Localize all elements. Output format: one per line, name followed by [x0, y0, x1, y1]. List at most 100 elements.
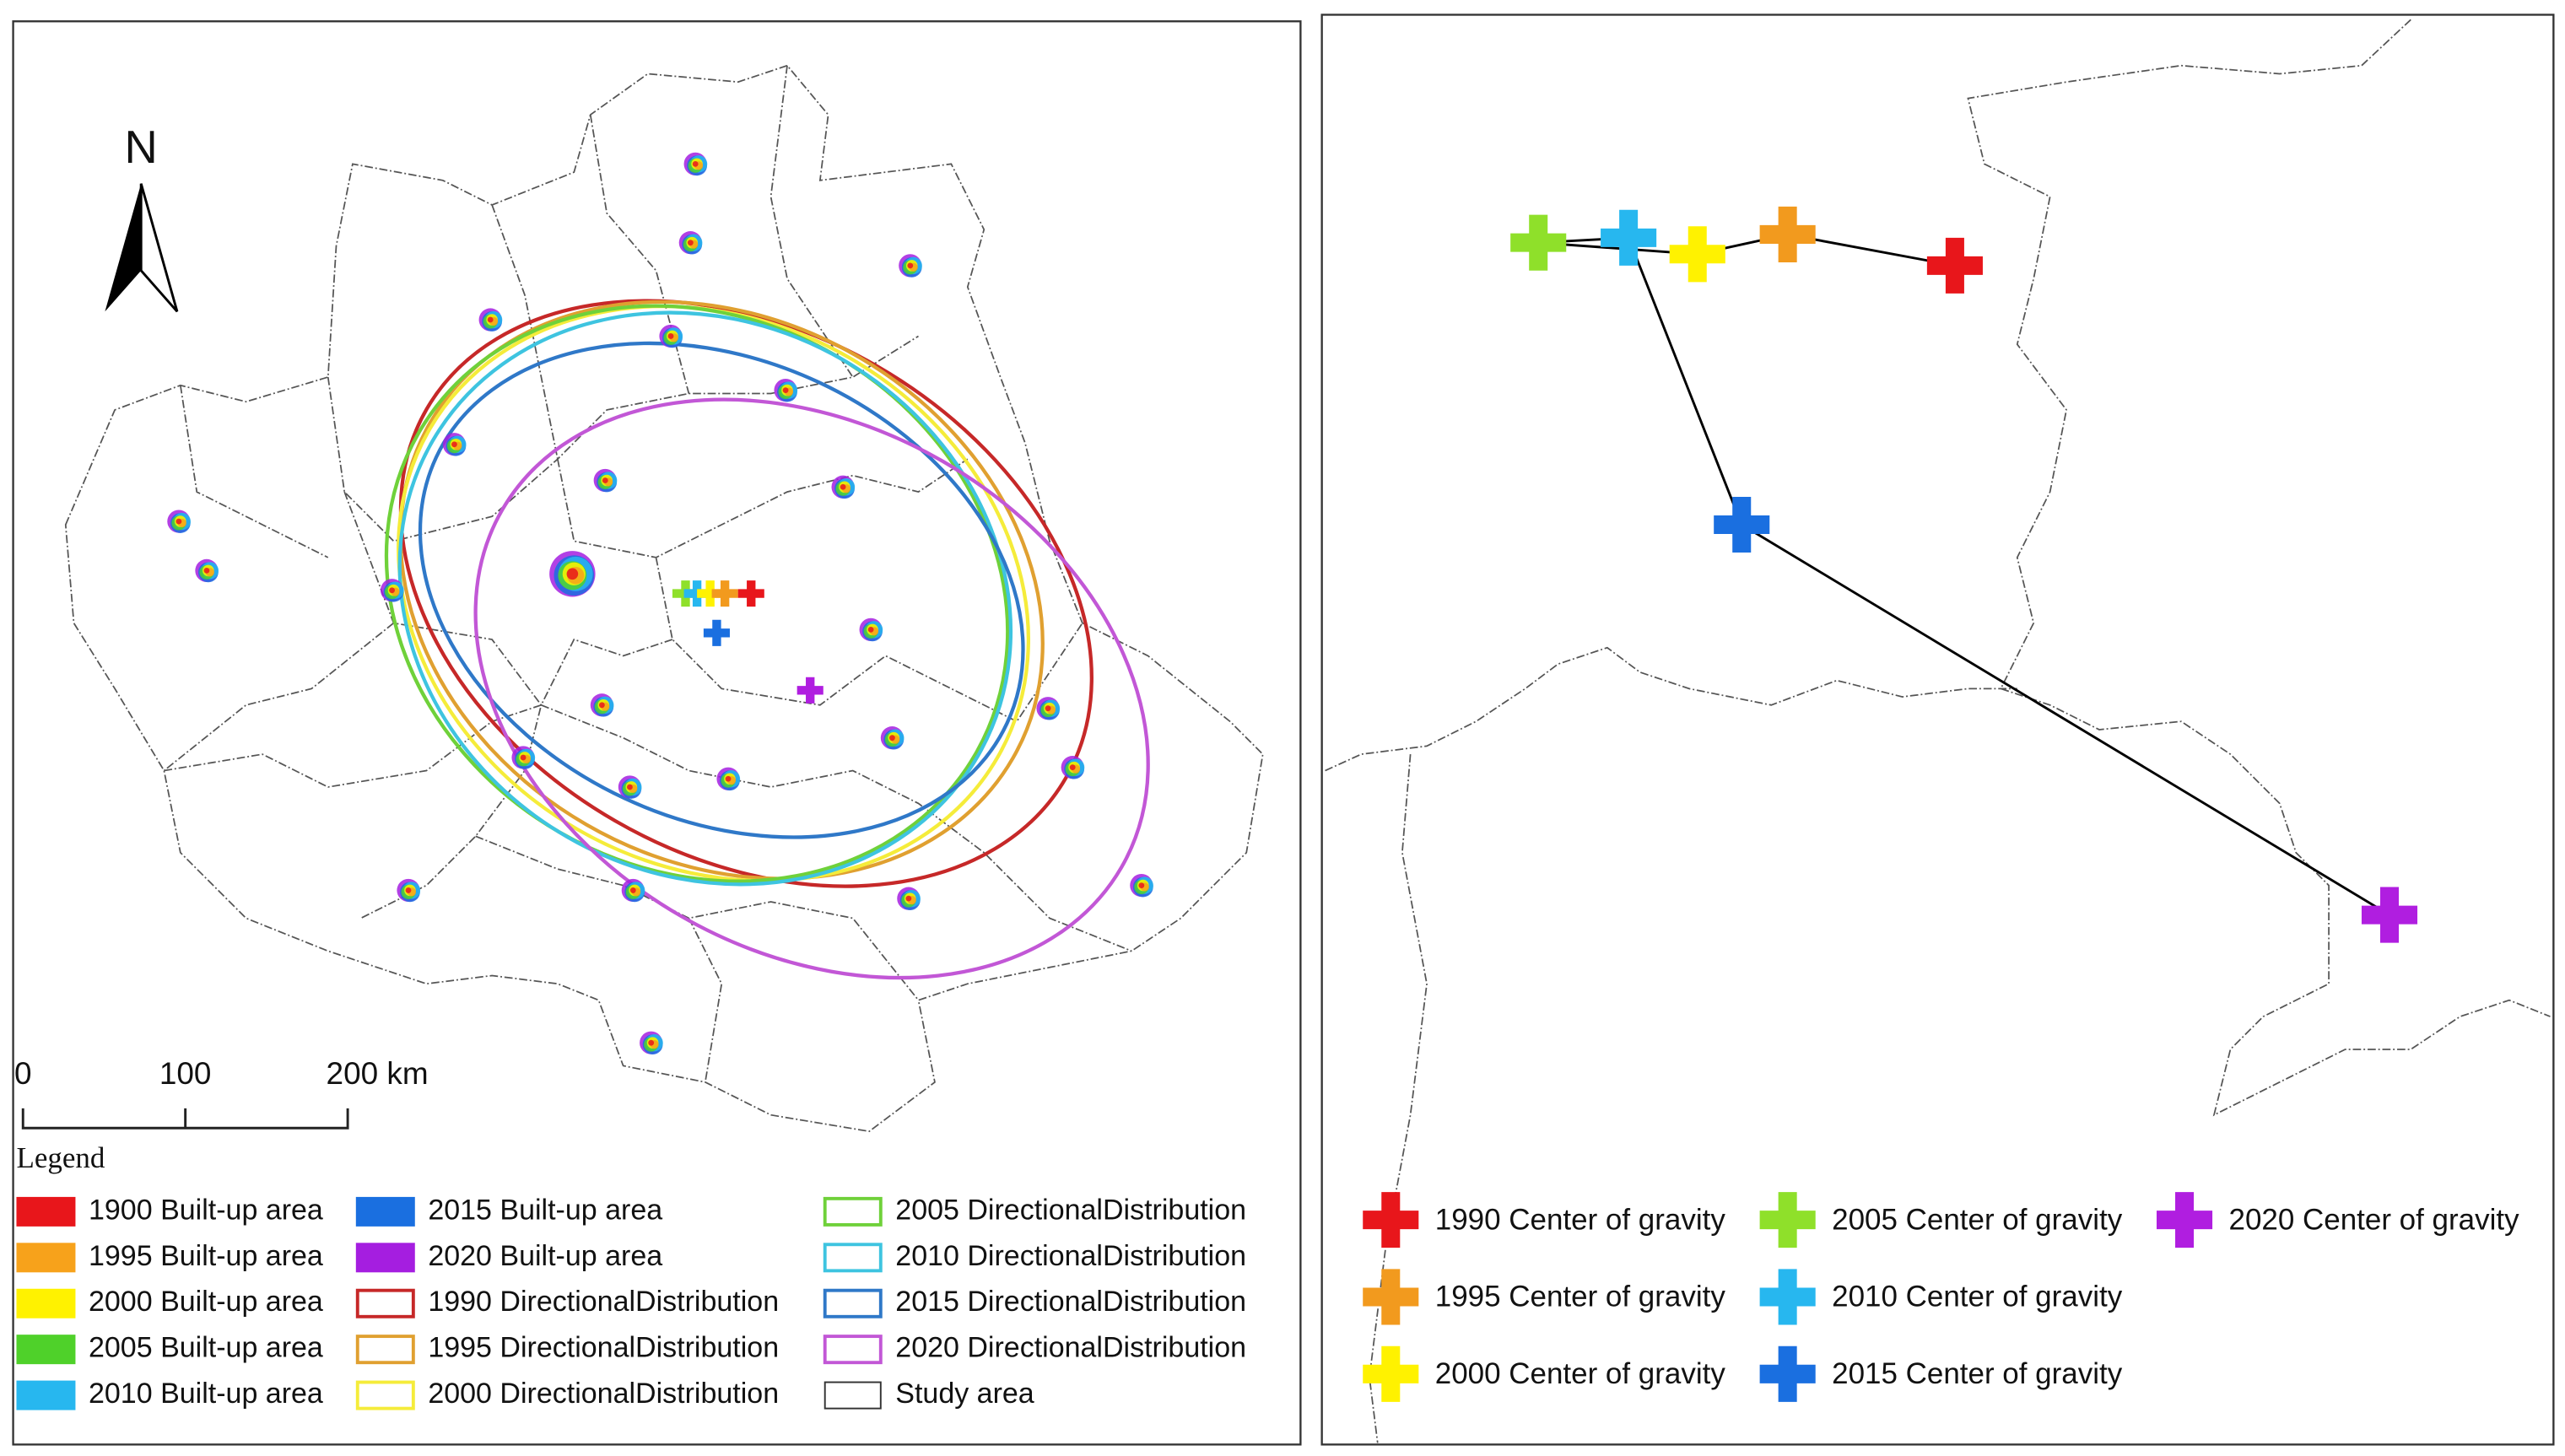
gravity-center	[683, 580, 710, 607]
built-up-patch	[629, 887, 636, 893]
gravity-center	[2361, 887, 2418, 943]
gravity-center	[1669, 226, 1725, 283]
gravity-center	[1714, 496, 1770, 553]
legend-swatch	[16, 1288, 76, 1318]
panel-frame	[1320, 13, 2555, 1446]
legend-label: 1995 Center of gravity	[1435, 1281, 1726, 1313]
gravity-center	[1510, 214, 1567, 271]
built-up-patch	[405, 887, 412, 893]
built-up-patch	[451, 441, 457, 448]
directional-ellipses	[384, 299, 1150, 980]
built-up-patch	[203, 568, 210, 574]
legend-label: 2005 Built-up area	[89, 1332, 323, 1364]
legend-swatch	[355, 1380, 415, 1410]
gravity-center	[697, 580, 724, 607]
built-up-patch	[627, 784, 633, 790]
gravity-center	[1926, 237, 1983, 294]
legend-label: 2020 Built-up area	[428, 1240, 662, 1272]
left-map: N 0 100 200 km Legend 1900 Built-up area…	[12, 20, 1302, 1446]
built-up-patch	[840, 483, 846, 490]
built-up-patch	[782, 387, 789, 394]
legend-label: 1990 DirectionalDistribution	[428, 1286, 779, 1318]
built-up-patch	[1045, 705, 1051, 712]
built-up-patch	[566, 568, 579, 580]
legend-swatch	[16, 1243, 76, 1273]
legend-symbol	[1363, 1192, 1419, 1248]
scale-label: 100	[159, 1056, 212, 1091]
legend-swatch	[355, 1243, 415, 1273]
legend-title: Legend	[16, 1141, 105, 1174]
legend-symbol	[1759, 1192, 1816, 1248]
legend-label: 2005 DirectionalDistribution	[895, 1194, 1246, 1226]
north-label: N	[125, 121, 158, 173]
legend-swatch	[355, 1196, 415, 1227]
directional-ellipse	[418, 341, 1025, 839]
gravity-center	[1759, 206, 1816, 262]
built-up-patch	[687, 240, 694, 246]
gravity-center	[737, 580, 764, 607]
directional-ellipse	[397, 310, 1013, 887]
legend-label: 2015 DirectionalDistribution	[895, 1286, 1246, 1318]
directional-ellipse	[473, 397, 1150, 980]
province-boundary	[1325, 646, 2017, 1443]
north-arrow: N	[105, 121, 179, 313]
legend-label: 1900 Built-up area	[89, 1194, 323, 1226]
legend-symbol	[2156, 1192, 2213, 1248]
legend-swatch	[823, 1196, 883, 1227]
legend-label: 2020 DirectionalDistribution	[895, 1332, 1246, 1364]
panel-frame	[12, 20, 1302, 1446]
legend-label: 2000 Built-up area	[89, 1286, 323, 1318]
gravity-center	[703, 619, 730, 646]
legend-label: Study area	[895, 1378, 1034, 1410]
built-up-patch	[487, 316, 494, 323]
built-up-patch	[176, 518, 182, 525]
legend-symbol	[1759, 1269, 1816, 1325]
directional-ellipse	[398, 299, 1094, 888]
gravity-center	[711, 580, 738, 607]
built-up-patch	[725, 775, 732, 782]
gravity-centers	[1510, 206, 2418, 943]
built-up-patch	[907, 262, 914, 269]
built-up-patch	[867, 626, 874, 633]
built-up-patch	[598, 702, 605, 709]
legend-swatch	[824, 1381, 882, 1410]
legend-label: 2010 DirectionalDistribution	[895, 1240, 1246, 1272]
built-up-patch	[692, 160, 699, 167]
legend-label: 1990 Center of gravity	[1435, 1203, 1726, 1236]
legend-label: 1995 Built-up area	[89, 1240, 323, 1272]
legend-label: 2020 Center of gravity	[2229, 1203, 2520, 1236]
right-map: 1990 Center of gravity 1995 Center of gra…	[1320, 13, 2555, 1446]
scale-label: 0	[14, 1056, 32, 1091]
legend-swatch	[16, 1335, 76, 1365]
built-up-patch	[905, 895, 912, 902]
built-up-patch	[888, 735, 895, 741]
province-boundary	[1967, 19, 2551, 1117]
legend-swatch	[355, 1288, 415, 1318]
legend-swatch	[16, 1380, 76, 1410]
built-up-areas	[167, 152, 1153, 1055]
built-up-patch	[1069, 764, 1076, 771]
legend-label: 2015 Center of gravity	[1832, 1357, 2123, 1390]
legend: 1990 Center of gravity 1995 Center of gra…	[1363, 1192, 2519, 1402]
legend-label: 1995 DirectionalDistribution	[428, 1332, 779, 1364]
built-up-patch	[602, 477, 608, 483]
legend-swatch	[355, 1335, 415, 1365]
gravity-center	[1601, 209, 1657, 266]
legend-label: 2015 Built-up area	[428, 1194, 662, 1226]
legend-symbol	[1363, 1269, 1419, 1325]
legend-swatch	[823, 1243, 883, 1273]
built-up-patch	[648, 1039, 655, 1046]
legend-swatch	[823, 1335, 883, 1365]
legend-label: 2000 Center of gravity	[1435, 1357, 1726, 1390]
legend-label: 2010 Built-up area	[89, 1378, 323, 1410]
legend-swatch	[16, 1196, 76, 1227]
built-up-patch	[520, 754, 526, 761]
legend-symbol	[1759, 1345, 1816, 1402]
legend-label: 2005 Center of gravity	[1832, 1203, 2123, 1236]
built-up-patch	[1138, 882, 1145, 888]
built-up-patch	[389, 587, 395, 594]
directional-ellipse	[398, 299, 1045, 881]
